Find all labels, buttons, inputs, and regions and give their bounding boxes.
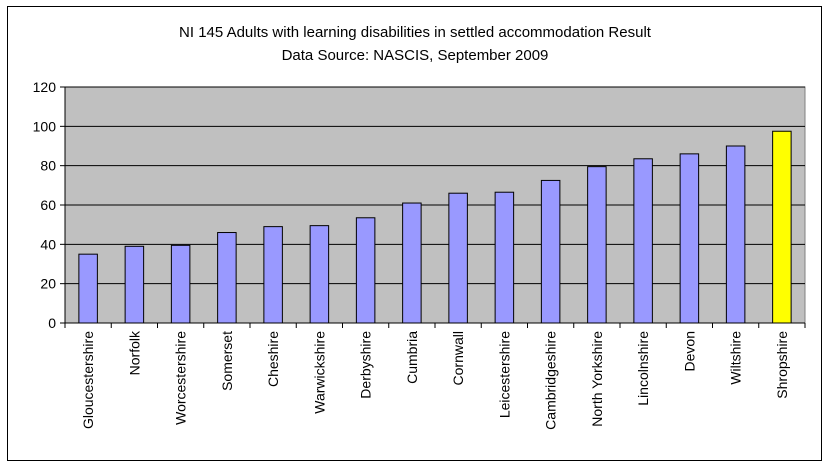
y-tick-label: 0 [48, 315, 56, 331]
y-tick-label: 40 [40, 236, 56, 252]
category-label: Warwickshire [311, 331, 327, 414]
bar-leicestershire [494, 191, 515, 324]
bar-lincolnshire [633, 158, 653, 324]
bar-cheshire [263, 226, 283, 324]
bar-worcestershire [170, 244, 191, 324]
category-label: Gloucestershire [80, 331, 96, 429]
bar-wiltshire [725, 145, 746, 324]
category-label: Devon [681, 331, 697, 371]
bar-shropshire [772, 130, 792, 324]
chart-title: NI 145 Adults with learning disabilities… [179, 24, 652, 41]
bar-somerset [217, 232, 237, 324]
category-label: Derbyshire [358, 331, 374, 399]
y-tick-label: 100 [33, 118, 57, 134]
y-tick-label: 80 [40, 158, 56, 174]
category-label: Somerset [219, 331, 235, 391]
bar-cumbria [402, 202, 422, 324]
plot-area: 0 20 40 60 80 100 120 Gloucestershire Norfolk Wor… [33, 79, 806, 430]
bar-cornwall [448, 192, 468, 324]
bar-warwickshire [309, 225, 330, 324]
category-label: Cornwall [450, 331, 466, 385]
bar-derbyshire [355, 217, 376, 324]
category-label: Cambridgeshire [543, 331, 559, 430]
bar-cambridgeshire [540, 179, 561, 324]
category-label: Norfolk [126, 330, 142, 375]
category-label: Wiltshire [728, 331, 744, 385]
y-tick-label: 120 [33, 79, 57, 95]
y-tick-label: 20 [40, 276, 56, 292]
bar-north-yorkshire [587, 166, 607, 324]
bar-gloucestershire [78, 253, 98, 324]
category-label: Lincolnshire [635, 331, 651, 406]
category-label: Worcestershire [173, 331, 189, 425]
category-label: Cumbria [404, 331, 420, 384]
bar-norfolk [124, 245, 145, 324]
bar-devon [679, 153, 700, 324]
chart-frame: NI 145 Adults with learning disabilities… [7, 6, 822, 461]
bar-chart: NI 145 Adults with learning disabilities… [33, 24, 806, 430]
y-tick-label: 60 [40, 197, 56, 213]
category-label: North Yorkshire [589, 331, 605, 427]
chart-subtitle: Data Source: NASCIS, September 2009 [282, 47, 549, 64]
category-label: Cheshire [265, 331, 281, 387]
category-label: Leicestershire [496, 331, 512, 418]
category-label: Shropshire [774, 331, 790, 399]
